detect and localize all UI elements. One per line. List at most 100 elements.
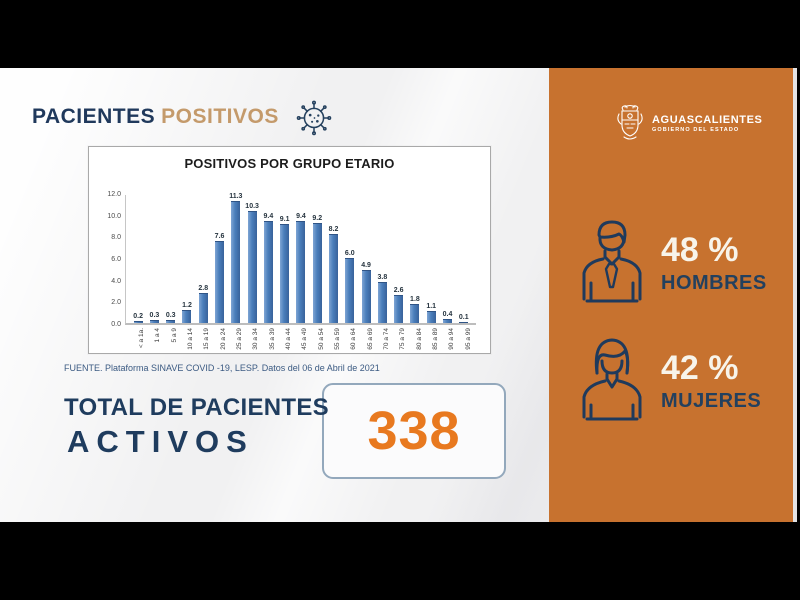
bar-category-label: 20 a 24 [219, 328, 227, 350]
bar [329, 234, 339, 323]
stat-hombres: 48 % HOMBRES [575, 213, 767, 313]
bar-value-label: 9.1 [279, 216, 290, 224]
bar-column: 8.2 [325, 226, 341, 323]
chart-plot: 12.0 10.0 8.0 6.0 4.0 2.0 0.0 0.2 0.3 0.3 1.2 2.8 7… [107, 191, 476, 328]
bar-value-label: 2.6 [393, 286, 404, 294]
bar [377, 281, 387, 323]
bar [263, 221, 273, 323]
bar-value-label: 10.3 [245, 203, 259, 211]
bar-category-label: 65 a 69 [366, 328, 374, 350]
bar-column: 2.6 [391, 287, 407, 323]
slide-frame: PACIENTES POSITIVOS POSITIVOS POR GRUPO E… [0, 68, 797, 522]
bar [198, 292, 208, 323]
stat-mujeres-percent: 42 % [661, 349, 739, 387]
chart-title: POSITIVOS POR GRUPO ETARIO [184, 156, 395, 171]
bar [426, 311, 436, 323]
bar-category-label: 70 a 74 [382, 328, 390, 350]
bar-category-label: 15 a 19 [203, 328, 211, 350]
state-name: AGUASCALIENTES [652, 113, 763, 126]
gender-panel: AGUASCALIENTES GOBIERNO DEL ESTADO [549, 68, 793, 522]
bar-category-label: 60 a 64 [350, 328, 358, 350]
y-axis-tick: 10.0 [107, 212, 121, 220]
y-axis-tick: 8.0 [111, 234, 121, 242]
bar [361, 269, 371, 323]
coat-of-arms-icon [617, 104, 643, 140]
stat-mujeres-text: 42 % MUJERES [661, 349, 761, 413]
bar-category-label: 25 a 29 [235, 328, 243, 350]
bar-value-label: 1.2 [182, 302, 192, 309]
bar-column: 0.1 [456, 314, 472, 323]
page-title-primary: PACIENTES [32, 105, 156, 128]
bar-category-label: 50 a 54 [317, 328, 325, 350]
bar-column: 4.9 [358, 262, 374, 323]
bar-category-label: 45 a 49 [301, 328, 309, 350]
bar-category-label: 5 a 9 [170, 328, 178, 343]
bar-column: 9.2 [309, 215, 325, 323]
man-icon [582, 220, 642, 303]
bar-value-label: 9.4 [296, 213, 306, 221]
bar-category-label: 95 a 99 [464, 328, 472, 350]
bar [442, 318, 452, 323]
bar-column: 10.3 [244, 203, 260, 323]
bar-category-label: 40 a 44 [284, 328, 292, 350]
bar [280, 224, 290, 323]
total-active-value: 338 [367, 401, 461, 461]
bar-column: 0.4 [439, 311, 455, 323]
bar-value-label: 8.2 [328, 226, 339, 234]
bar-value-label: 7.6 [214, 232, 225, 240]
bar-category-label: 1 a 4 [154, 328, 162, 343]
bar-category-label: 10 a 14 [186, 328, 194, 350]
page-title: PACIENTES POSITIVOS [32, 105, 279, 129]
bar-category-label: 75 a 79 [399, 328, 407, 350]
bar [345, 258, 355, 323]
chart-categories: < a 1a. 1 a 4 5 a 9 10 a 14 15 a 19 20 a 24 25… [125, 325, 476, 365]
bar [296, 221, 306, 323]
y-axis-tick: 2.0 [111, 299, 121, 307]
bar [215, 240, 225, 323]
bar-value-label: 9.2 [312, 215, 323, 223]
bar-category-label: 85 a 89 [431, 328, 439, 350]
bar-value-label: 9.4 [263, 213, 274, 221]
virus-icon [296, 100, 332, 136]
bar-value-label: 0.3 [165, 311, 176, 319]
bar-column: 1.2 [179, 302, 195, 323]
bar-category-label: 30 a 34 [252, 328, 260, 350]
y-axis-tick: 6.0 [111, 256, 121, 263]
stat-hombres-label: HOMBRES [661, 272, 767, 294]
bar [312, 223, 322, 323]
bar-value-label: 0.3 [149, 311, 160, 319]
bar-value-label: 0.1 [458, 313, 469, 321]
frame-right-margin [793, 68, 797, 522]
bar [459, 321, 469, 323]
bar-value-label: 0.2 [133, 312, 143, 320]
state-logo-text: AGUASCALIENTES GOBIERNO DEL ESTADO [652, 114, 762, 133]
bar-value-label: 11.3 [229, 192, 243, 200]
stat-hombres-percent: 48 % [661, 231, 739, 269]
bar-column: 2.8 [195, 285, 211, 323]
bar [149, 319, 159, 323]
bar-value-label: 3.8 [377, 273, 388, 281]
bar-column: 11.3 [228, 193, 244, 323]
bar-column: 9.1 [277, 216, 293, 323]
stat-mujeres: 42 % MUJERES [575, 331, 761, 431]
bar-category-label: 55 a 59 [333, 328, 341, 350]
frame-right-edge [797, 68, 800, 522]
bar-value-label: 2.8 [198, 284, 209, 292]
bar-column: 0.3 [163, 312, 179, 323]
stat-mujeres-label: MUJERES [661, 390, 762, 412]
bar [182, 310, 192, 323]
bar-value-label: 4.9 [361, 261, 371, 269]
bar-category-label: 35 a 39 [268, 328, 276, 350]
bar-value-label: 1.1 [426, 303, 437, 311]
bar [231, 200, 241, 323]
bar [394, 294, 404, 323]
bar-column: 3.8 [374, 274, 390, 323]
woman-icon [582, 338, 642, 421]
chart-bars: 0.2 0.3 0.3 1.2 2.8 7.6 11.3 10.3 9.4 9.1 9.4 9.2 8.… [126, 193, 476, 323]
source-note: FUENTE. Plataforma SINAVE COVID -19, LES… [64, 363, 380, 373]
bar-column: 0.3 [146, 312, 162, 323]
bar-column: 1.8 [407, 296, 423, 323]
bar-value-label: 6.0 [344, 250, 355, 257]
y-axis-tick: 4.0 [111, 277, 121, 285]
total-active-card: 338 [322, 383, 506, 479]
